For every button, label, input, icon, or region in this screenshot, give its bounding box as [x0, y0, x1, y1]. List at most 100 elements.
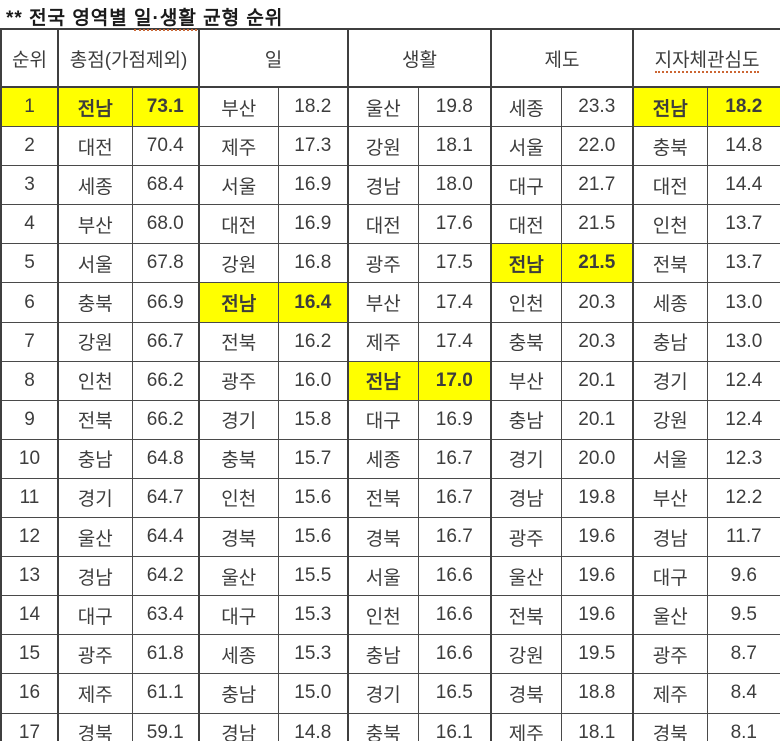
table-row: 14 대구 63.4 대구 15.3 인천 16.6 전북 19.6 울산 9.5 — [0, 595, 780, 636]
value-cell: 13.7 — [706, 243, 780, 284]
rank-cell: 10 — [0, 438, 59, 479]
value-cell: 66.7 — [131, 321, 200, 362]
value-cell: 16.6 — [417, 556, 492, 597]
value-cell: 20.1 — [560, 360, 634, 401]
region-cell: 대구 — [490, 165, 562, 206]
rank-cell: 7 — [0, 321, 59, 362]
value-cell: 19.6 — [560, 595, 634, 636]
value-cell: 19.6 — [560, 556, 634, 597]
value-cell: 21.5 — [560, 243, 634, 284]
rank-cell: 14 — [0, 595, 59, 636]
region-cell: 인천 — [57, 360, 133, 401]
region-cell: 울산 — [490, 556, 562, 597]
region-cell: 전북 — [198, 321, 279, 362]
table-row: 2 대전 70.4 제주 17.3 강원 18.1 서울 22.0 충북 14.8 — [0, 126, 780, 167]
rank-cell: 12 — [0, 517, 59, 558]
value-cell: 14.8 — [277, 712, 349, 741]
value-cell: 59.1 — [131, 712, 200, 741]
value-cell: 11.7 — [706, 517, 780, 558]
value-cell: 16.7 — [417, 477, 492, 519]
region-cell: 부산 — [57, 204, 133, 245]
region-cell: 경기 — [490, 438, 562, 479]
value-cell: 8.4 — [706, 673, 780, 714]
region-cell: 대구 — [632, 556, 708, 597]
rank-cell: 9 — [0, 399, 59, 440]
table-row: 15 광주 61.8 세종 15.3 충남 16.6 강원 19.5 광주 8.7 — [0, 634, 780, 675]
region-cell: 광주 — [198, 360, 279, 401]
value-cell: 23.3 — [560, 86, 634, 128]
table-row: 10 충남 64.8 충북 15.7 세종 16.7 경기 20.0 서울 12.3 — [0, 438, 780, 479]
value-cell: 16.9 — [417, 399, 492, 440]
value-cell: 12.4 — [706, 399, 780, 440]
region-cell: 제주 — [347, 321, 419, 362]
value-cell: 64.2 — [131, 556, 200, 597]
value-cell: 73.1 — [131, 86, 200, 128]
title-after: 균형 순위 — [203, 8, 284, 29]
value-cell: 64.4 — [131, 517, 200, 558]
region-cell: 전남 — [57, 86, 133, 128]
value-cell: 16.9 — [277, 165, 349, 206]
value-cell: 66.2 — [131, 360, 200, 401]
value-cell: 13.0 — [706, 321, 780, 362]
region-cell: 제주 — [490, 712, 562, 741]
value-cell: 12.2 — [706, 477, 780, 519]
region-cell: 대전 — [632, 165, 708, 206]
region-cell: 강원 — [198, 243, 279, 284]
region-cell: 서울 — [490, 126, 562, 167]
value-cell: 17.3 — [277, 126, 349, 167]
region-cell: 세종 — [632, 282, 708, 323]
table-row: 4 부산 68.0 대전 16.9 대전 17.6 대전 21.5 인천 13.7 — [0, 204, 780, 245]
value-cell: 16.4 — [277, 282, 349, 323]
region-cell: 충남 — [198, 673, 279, 714]
value-cell: 17.4 — [417, 321, 492, 362]
value-cell: 63.4 — [131, 595, 200, 636]
region-cell: 부산 — [347, 282, 419, 323]
region-cell: 충남 — [490, 399, 562, 440]
region-cell: 제주 — [57, 673, 133, 714]
region-cell: 울산 — [632, 595, 708, 636]
value-cell: 16.6 — [417, 595, 492, 636]
region-cell: 대전 — [490, 204, 562, 245]
value-cell: 18.8 — [560, 673, 634, 714]
value-cell: 9.6 — [706, 556, 780, 597]
value-cell: 12.4 — [706, 360, 780, 401]
value-cell: 16.2 — [277, 321, 349, 362]
value-cell: 16.6 — [417, 634, 492, 675]
rank-cell: 5 — [0, 243, 59, 284]
value-cell: 13.0 — [706, 282, 780, 323]
region-cell: 세종 — [198, 634, 279, 675]
table-row: 9 전북 66.2 경기 15.8 대구 16.9 충남 20.1 강원 12.4 — [0, 399, 780, 440]
value-cell: 19.6 — [560, 517, 634, 558]
header-institution: 제도 — [490, 28, 634, 88]
value-cell: 68.4 — [131, 165, 200, 206]
value-cell: 16.5 — [417, 673, 492, 714]
value-cell: 15.0 — [277, 673, 349, 714]
region-cell: 충북 — [347, 712, 419, 741]
region-cell: 경기 — [198, 399, 279, 440]
value-cell: 20.0 — [560, 438, 634, 479]
title-before: 전국 영역별 — [29, 8, 128, 29]
header-rank: 순위 — [0, 28, 59, 88]
header-work: 일 — [198, 28, 349, 88]
header-total-score: 총점(가점제외) — [56, 28, 200, 88]
region-cell: 전남 — [632, 86, 708, 128]
value-cell: 64.7 — [131, 477, 200, 519]
value-cell: 16.0 — [277, 360, 349, 401]
table-row: 8 인천 66.2 광주 16.0 전남 17.0 부산 20.1 경기 12.4 — [0, 360, 780, 401]
value-cell: 66.2 — [131, 399, 200, 440]
value-cell: 21.5 — [560, 204, 634, 245]
value-cell: 20.3 — [560, 321, 634, 362]
value-cell: 8.7 — [706, 634, 780, 675]
value-cell: 19.8 — [560, 477, 634, 519]
table-row: 13 경남 64.2 울산 15.5 서울 16.6 울산 19.6 대구 9.6 — [0, 556, 780, 597]
value-cell: 19.5 — [560, 634, 634, 675]
region-cell: 전북 — [347, 477, 419, 519]
rank-cell: 2 — [0, 126, 59, 167]
value-cell: 22.0 — [560, 126, 634, 167]
value-cell: 20.3 — [560, 282, 634, 323]
region-cell: 광주 — [632, 634, 708, 675]
region-cell: 세종 — [347, 438, 419, 479]
region-cell: 울산 — [347, 86, 419, 128]
region-cell: 부산 — [632, 477, 708, 519]
value-cell: 17.5 — [417, 243, 492, 284]
